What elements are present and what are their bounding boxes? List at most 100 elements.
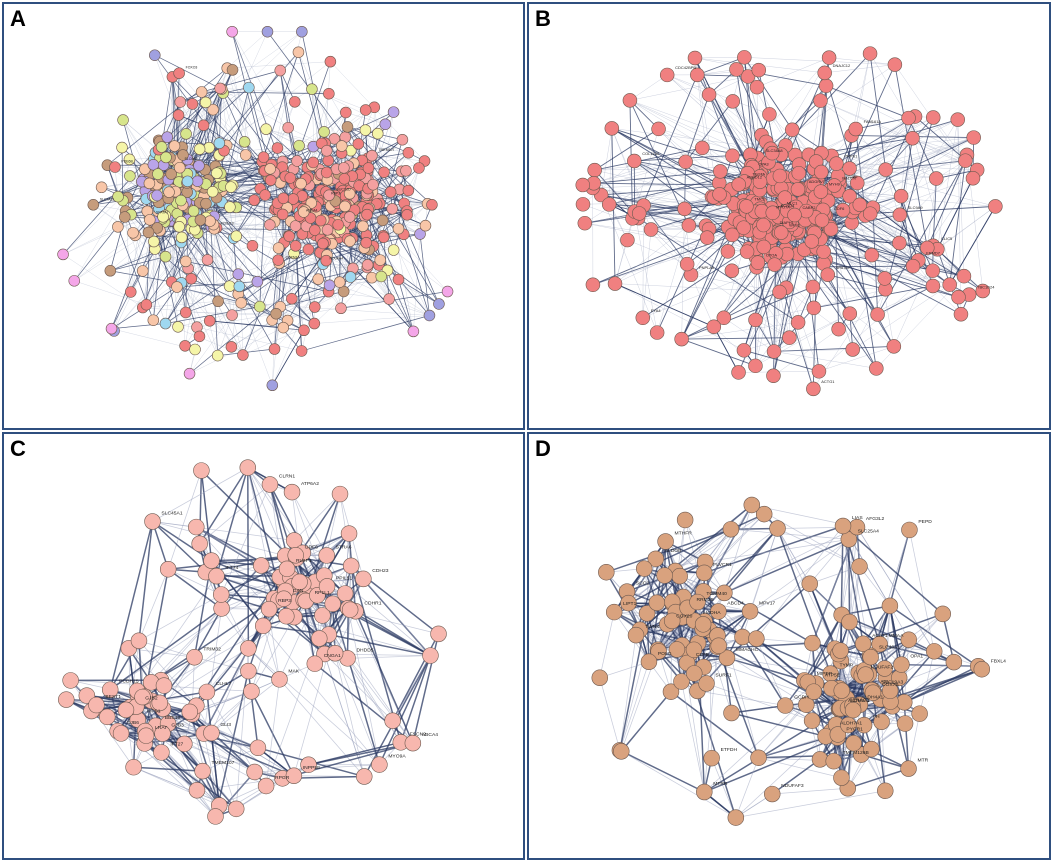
- edge: [820, 100, 856, 130]
- edge: [785, 232, 799, 288]
- network-node: [360, 236, 372, 249]
- edge: [614, 283, 745, 351]
- network-node: [386, 203, 398, 215]
- edge: [364, 216, 421, 235]
- edge: [681, 338, 756, 367]
- network-node: [433, 298, 445, 310]
- edge: [639, 213, 708, 238]
- network-node: [191, 175, 204, 187]
- edge: [667, 74, 710, 95]
- edge: [611, 128, 644, 206]
- edge: [773, 313, 850, 352]
- network-node: [144, 214, 156, 226]
- edge: [291, 284, 330, 300]
- network-node: [193, 330, 206, 343]
- edge: [820, 238, 886, 290]
- network-node: [318, 126, 330, 138]
- edge: [345, 112, 386, 125]
- network-node: [333, 276, 346, 288]
- edge: [213, 228, 230, 287]
- network-node: [392, 222, 405, 235]
- network-node: [292, 46, 305, 58]
- edge: [203, 125, 263, 162]
- edge: [272, 279, 319, 386]
- network-node: [183, 367, 196, 380]
- edge: [142, 301, 219, 308]
- edge: [189, 327, 284, 374]
- edge: [781, 117, 934, 189]
- network-node: [177, 149, 189, 161]
- network-node: [282, 121, 294, 134]
- network-node: [232, 268, 245, 280]
- panel-b: B CLIC5 TBC1D24 DIAPH1 SLC9A9 PNPLA6 CDC42BPB…: [527, 2, 1051, 430]
- network-node: [361, 208, 373, 221]
- edge: [387, 208, 393, 271]
- network-node: [441, 285, 454, 298]
- edge: [713, 326, 739, 373]
- edge: [358, 143, 409, 153]
- edge: [820, 100, 978, 171]
- network-node: [264, 163, 276, 175]
- edge: [937, 119, 958, 250]
- edge: [812, 248, 818, 389]
- network-node: [384, 186, 397, 198]
- edge: [176, 286, 242, 304]
- edge: [390, 191, 440, 305]
- network-node: [151, 189, 163, 202]
- network-node: [251, 275, 264, 288]
- network-node: [426, 199, 438, 211]
- network-node: [387, 244, 400, 256]
- edge: [643, 171, 721, 206]
- edge: [755, 286, 814, 366]
- network-graph: CLIC5TBC1D24DIAPH1SLC9A9PNPLA6CDC42BPBMY…: [575, 46, 1003, 397]
- network-node: [147, 314, 160, 326]
- edge: [241, 302, 244, 356]
- edge: [932, 178, 937, 271]
- network-node: [105, 322, 118, 335]
- edge: [877, 285, 934, 315]
- edge: [398, 279, 440, 305]
- edge: [681, 337, 790, 340]
- edge: [232, 87, 250, 186]
- edge: [869, 53, 909, 119]
- network-node: [343, 188, 356, 200]
- network-node: [295, 345, 308, 357]
- edge: [937, 206, 996, 250]
- network-node: [341, 121, 354, 133]
- network-node: [201, 254, 214, 266]
- edge: [272, 330, 305, 386]
- network-node: [186, 98, 199, 110]
- edge: [279, 263, 319, 280]
- network-node: [214, 82, 226, 95]
- network-node: [185, 272, 198, 285]
- edge: [830, 229, 934, 287]
- panel-letter: A: [10, 6, 26, 31]
- edge: [611, 127, 751, 173]
- edge: [694, 57, 745, 59]
- edge: [413, 234, 421, 332]
- edge: [371, 277, 430, 316]
- network-node: [199, 96, 212, 109]
- network-node: [157, 211, 169, 223]
- edge: [756, 267, 839, 330]
- network-node: [297, 206, 310, 218]
- network-node: [371, 127, 384, 140]
- network-node: [104, 265, 117, 277]
- network-node: [291, 155, 303, 167]
- network-node: [193, 143, 206, 155]
- network-node: [295, 177, 307, 190]
- node-label: ABCA4: [306, 209, 317, 213]
- network-node: [123, 153, 136, 166]
- network-node: [387, 106, 400, 118]
- network-node: [289, 220, 302, 232]
- edge: [213, 224, 219, 302]
- edge: [220, 173, 269, 178]
- edge: [838, 285, 934, 330]
- edge: [839, 137, 974, 185]
- edge: [288, 127, 342, 154]
- network-node: [143, 177, 156, 190]
- network-node: [246, 240, 259, 252]
- edge: [687, 263, 790, 338]
- edge: [274, 207, 288, 350]
- network-node: [204, 215, 216, 227]
